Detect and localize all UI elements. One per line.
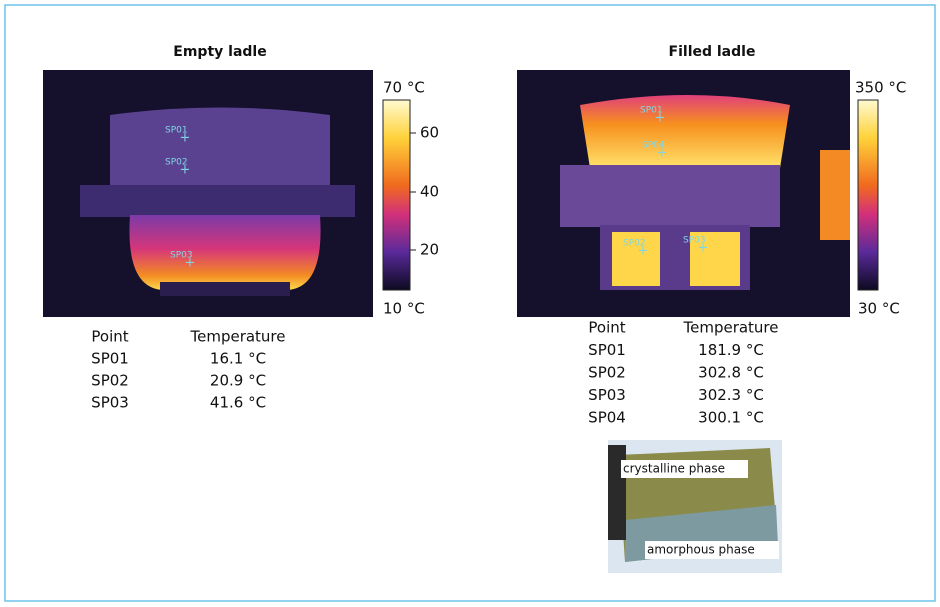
table-cell: SP02: [588, 364, 626, 382]
table-cell: 181.9 °C: [698, 341, 764, 359]
table-header: Point: [91, 328, 128, 346]
panel-title: Filled ladle: [669, 44, 756, 60]
spot-marker: +: [185, 256, 196, 271]
thermal-image: [517, 70, 850, 317]
phase-label: amorphous phase: [647, 543, 755, 557]
scale-bottom: 30 °C: [858, 300, 900, 318]
table-cell: 302.3 °C: [698, 386, 764, 404]
table-cell: 20.9 °C: [210, 372, 266, 390]
table-cell: 16.1 °C: [210, 350, 266, 368]
spot-marker: +: [655, 111, 666, 126]
scale-bottom: 10 °C: [383, 300, 425, 318]
table-cell: 300.1 °C: [698, 409, 764, 427]
color-scale: [858, 100, 878, 290]
table-cell: SP01: [588, 341, 626, 359]
panel-title: Empty ladle: [173, 44, 266, 60]
scale-top: 70 °C: [383, 79, 425, 97]
spot-marker: +: [180, 163, 191, 178]
scale-tick-label: 40: [420, 183, 439, 201]
table-cell: SP01: [91, 350, 129, 368]
table-cell: SP03: [588, 386, 626, 404]
table-cell: 41.6 °C: [210, 394, 266, 412]
table-header: Point: [588, 319, 625, 337]
spot-marker: +: [180, 131, 191, 146]
scale-tick-label: 60: [420, 124, 439, 142]
spot-marker: +: [638, 244, 649, 259]
phase-label: crystalline phase: [623, 462, 725, 476]
thermal-image: [43, 70, 373, 317]
table-header: Temperature: [189, 328, 285, 346]
color-scale: [383, 100, 410, 290]
table-header: Temperature: [682, 319, 778, 337]
spot-marker: +: [698, 241, 709, 256]
table-cell: SP02: [91, 372, 129, 390]
scale-tick-label: 20: [420, 241, 439, 259]
table-cell: SP03: [91, 394, 129, 412]
table-cell: SP04: [588, 409, 626, 427]
spot-marker: +: [657, 146, 668, 161]
scale-top: 350 °C: [855, 79, 906, 97]
figure: Empty ladle 70 °C 10 °C Filled ladle 350…: [0, 0, 940, 607]
table-cell: 302.8 °C: [698, 364, 764, 382]
